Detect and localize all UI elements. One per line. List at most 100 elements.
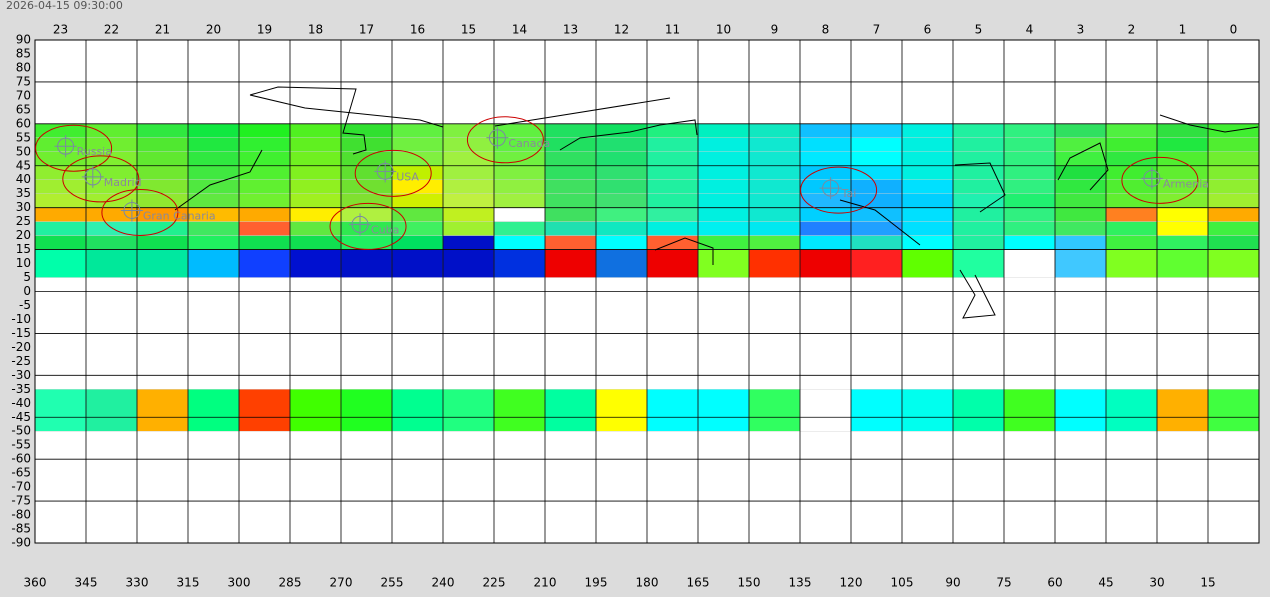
cell: [187, 249, 240, 278]
cell: [952, 179, 1005, 194]
x-tick-label: 165: [687, 576, 710, 590]
cell: [1003, 165, 1056, 180]
cell: [544, 235, 597, 250]
x-tick-label: 75: [996, 576, 1011, 590]
site-label: Russia: [77, 145, 112, 158]
cell: [442, 249, 495, 278]
constellations: [174, 86, 1259, 319]
cell: [1003, 389, 1056, 432]
cell: [1156, 151, 1209, 166]
cell: [595, 235, 648, 250]
site-cross: [81, 165, 104, 188]
cell: [238, 221, 291, 236]
cell: [238, 249, 291, 278]
site-label: Gran Canaria: [143, 209, 216, 222]
x-tick-label: 180: [636, 576, 659, 590]
hour-label: 4: [1026, 23, 1034, 37]
cell: [187, 179, 240, 194]
cell: [1054, 389, 1107, 432]
plot-border: [34, 39, 1260, 544]
cell: [187, 235, 240, 250]
constellation-line: [174, 149, 263, 211]
y-tick-label: 5: [23, 270, 31, 284]
cell: [493, 207, 546, 222]
cell: [442, 179, 495, 194]
constellation-line: [1057, 142, 1109, 191]
cell: [289, 207, 342, 222]
y-tick-label: 10: [16, 256, 31, 270]
cell: [340, 137, 393, 152]
cell: [850, 249, 903, 278]
site-cross: [349, 213, 372, 236]
x-tick-label: 45: [1098, 576, 1113, 590]
cell: [952, 221, 1005, 236]
cell: [136, 151, 189, 166]
cell: [850, 221, 903, 236]
cell: [391, 123, 444, 139]
y-tick-label: -35: [11, 382, 31, 396]
cell: [238, 193, 291, 208]
hour-label: 10: [716, 23, 731, 37]
cell: [1207, 179, 1260, 194]
y-tick-label: -5: [19, 298, 31, 312]
cell: [544, 179, 597, 194]
constellation-line: [839, 199, 921, 246]
constellation-line: [954, 162, 1006, 213]
cell: [748, 249, 801, 278]
site-label: Cuba: [371, 223, 399, 236]
y-tick-label: -30: [11, 368, 31, 382]
cell: [85, 249, 138, 278]
cell: [289, 221, 342, 236]
site-cross: [486, 126, 509, 149]
x-tick-label: 270: [330, 576, 353, 590]
cell: [1054, 221, 1107, 236]
cell: [238, 137, 291, 152]
cell: [442, 221, 495, 236]
cell: [34, 389, 87, 432]
cell: [34, 249, 87, 278]
cell: [799, 389, 852, 432]
cell: [1156, 235, 1209, 250]
sites: Russia Madrid Gran Canaria USA Cuba Canada Tai…: [35, 116, 1209, 250]
cell: [34, 235, 87, 250]
x-tick-label: 150: [738, 576, 761, 590]
cell: [1156, 193, 1209, 208]
cell: [1156, 123, 1209, 139]
hour-label: 7: [873, 23, 881, 37]
cell: [187, 221, 240, 236]
y-tick-label: -85: [11, 522, 31, 536]
y-tick-label: -90: [11, 536, 31, 550]
y-tick-label: 85: [16, 46, 31, 60]
cell: [748, 123, 801, 139]
cell: [340, 179, 393, 194]
hour-label: 16: [410, 23, 425, 37]
cell: [1003, 193, 1056, 208]
cell: [136, 249, 189, 278]
cell: [901, 207, 954, 222]
cell: [697, 137, 750, 152]
cell: [289, 193, 342, 208]
cell: [595, 137, 648, 152]
cell: [646, 193, 699, 208]
cell: [136, 179, 189, 194]
cell: [289, 235, 342, 250]
cell: [493, 165, 546, 180]
site-label: Madrid: [104, 176, 142, 189]
cell: [34, 207, 87, 222]
cell: [1105, 179, 1158, 194]
site-cross: [120, 199, 143, 222]
cell: [595, 249, 648, 278]
y-tick-label: 80: [16, 60, 31, 74]
cell: [595, 207, 648, 222]
cell: [1207, 207, 1260, 222]
labels: 908580757065605550454035302520151050-5-1…: [11, 23, 1237, 590]
hour-label: 17: [359, 23, 374, 37]
cell: [1054, 249, 1107, 278]
cell: [748, 151, 801, 166]
y-tick-label: 0: [23, 284, 31, 298]
cell: [289, 137, 342, 152]
constellation-line: [494, 97, 671, 127]
cell: [952, 137, 1005, 152]
cell: [901, 249, 954, 278]
